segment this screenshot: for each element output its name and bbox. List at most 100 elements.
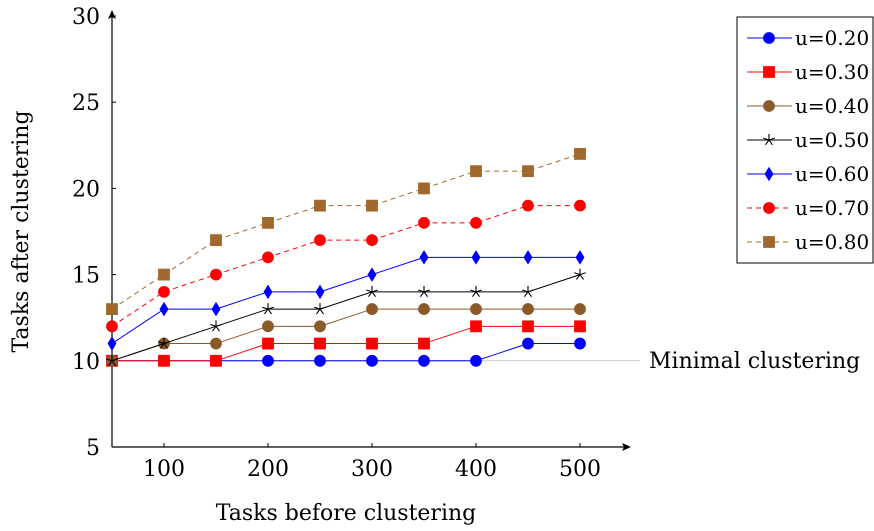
data-point xyxy=(366,303,378,315)
data-point xyxy=(574,199,586,212)
x-axis-arrow xyxy=(622,443,631,451)
data-point xyxy=(262,251,274,264)
data-point xyxy=(314,234,326,247)
data-point xyxy=(418,354,430,367)
data-point xyxy=(419,250,429,265)
y-tick-label: 5 xyxy=(86,436,100,461)
data-point xyxy=(470,303,482,315)
data-point xyxy=(418,182,430,195)
data-point xyxy=(470,354,482,367)
y-axis-title: Tasks after clustering xyxy=(9,110,34,352)
data-point xyxy=(574,268,586,280)
legend-item: u=0.70 xyxy=(747,196,869,220)
data-point xyxy=(210,268,222,281)
y-tick-label: 15 xyxy=(72,264,100,289)
x-tick-label: 500 xyxy=(559,457,601,482)
data-point xyxy=(158,285,170,298)
data-point xyxy=(522,320,534,333)
series-line xyxy=(111,256,580,344)
x-tick-label: 300 xyxy=(351,457,393,482)
data-point xyxy=(159,301,169,317)
series-3 xyxy=(106,268,586,366)
data-point xyxy=(262,337,274,350)
series-4 xyxy=(107,250,585,351)
legend-label: u=0.80 xyxy=(795,230,869,254)
data-point xyxy=(315,284,325,300)
data-point xyxy=(210,354,222,367)
data-point xyxy=(471,250,481,265)
data-point xyxy=(523,250,533,265)
y-axis-arrow xyxy=(108,10,116,19)
data-point xyxy=(262,303,274,315)
data-point xyxy=(314,354,326,367)
legend-label: u=0.70 xyxy=(795,196,869,220)
data-point xyxy=(106,303,118,315)
legend-item: u=0.80 xyxy=(747,230,869,254)
data-point xyxy=(522,337,534,350)
y-tick-label: 25 xyxy=(72,91,100,116)
data-point xyxy=(366,234,378,247)
data-point xyxy=(314,320,326,333)
data-point xyxy=(262,320,274,333)
legend-marker xyxy=(763,66,775,78)
legend-marker xyxy=(763,236,775,248)
data-point xyxy=(418,216,430,229)
legend-marker xyxy=(763,202,775,214)
data-point xyxy=(107,336,117,351)
legend-label: u=0.60 xyxy=(795,162,869,186)
data-point xyxy=(522,199,534,212)
data-point xyxy=(574,337,586,350)
y-tick-label: 10 xyxy=(72,350,100,375)
data-point xyxy=(158,354,170,367)
legend-marker xyxy=(763,134,775,146)
data-point xyxy=(418,303,430,315)
legend-label: u=0.30 xyxy=(795,60,869,84)
legend-label: u=0.50 xyxy=(795,128,869,152)
legend-marker xyxy=(763,32,775,44)
legend-label: u=0.40 xyxy=(795,94,869,118)
series-line xyxy=(111,308,580,362)
data-point xyxy=(262,216,274,229)
series-line xyxy=(112,325,580,362)
data-point xyxy=(314,199,326,212)
legend-item: u=0.20 xyxy=(747,26,869,50)
data-point xyxy=(418,337,430,350)
data-point xyxy=(366,337,378,350)
legend-item: u=0.60 xyxy=(747,162,869,186)
data-point xyxy=(522,285,534,298)
data-point xyxy=(314,303,326,315)
legend-item: u=0.40 xyxy=(747,94,869,118)
series-line xyxy=(111,153,581,310)
legend-marker xyxy=(763,100,775,112)
data-point xyxy=(574,148,586,160)
series-5 xyxy=(106,199,586,333)
data-point xyxy=(522,165,534,178)
legend-marker xyxy=(764,166,774,182)
data-point xyxy=(158,268,170,281)
series-6 xyxy=(106,148,586,315)
x-tick-label: 400 xyxy=(455,457,497,482)
legend-label: u=0.20 xyxy=(795,26,869,50)
data-point xyxy=(367,267,377,282)
x-axis-title: Tasks before clustering xyxy=(216,501,477,526)
data-point xyxy=(210,337,222,350)
data-point xyxy=(418,285,430,298)
data-point xyxy=(574,320,586,333)
series-line xyxy=(112,343,580,362)
data-point xyxy=(575,250,585,265)
series-line xyxy=(111,274,581,362)
data-point xyxy=(262,354,274,367)
data-point xyxy=(106,320,118,333)
reference-line-label: Minimal clustering xyxy=(649,349,860,374)
data-point xyxy=(366,285,378,298)
data-point xyxy=(211,301,221,317)
legend-item: u=0.50 xyxy=(747,128,869,152)
series-2 xyxy=(106,303,586,367)
series-line xyxy=(111,205,580,327)
data-point xyxy=(210,320,222,332)
data-point xyxy=(158,337,170,349)
data-point xyxy=(470,320,482,333)
data-point xyxy=(366,199,378,212)
y-tick-label: 20 xyxy=(72,177,100,202)
